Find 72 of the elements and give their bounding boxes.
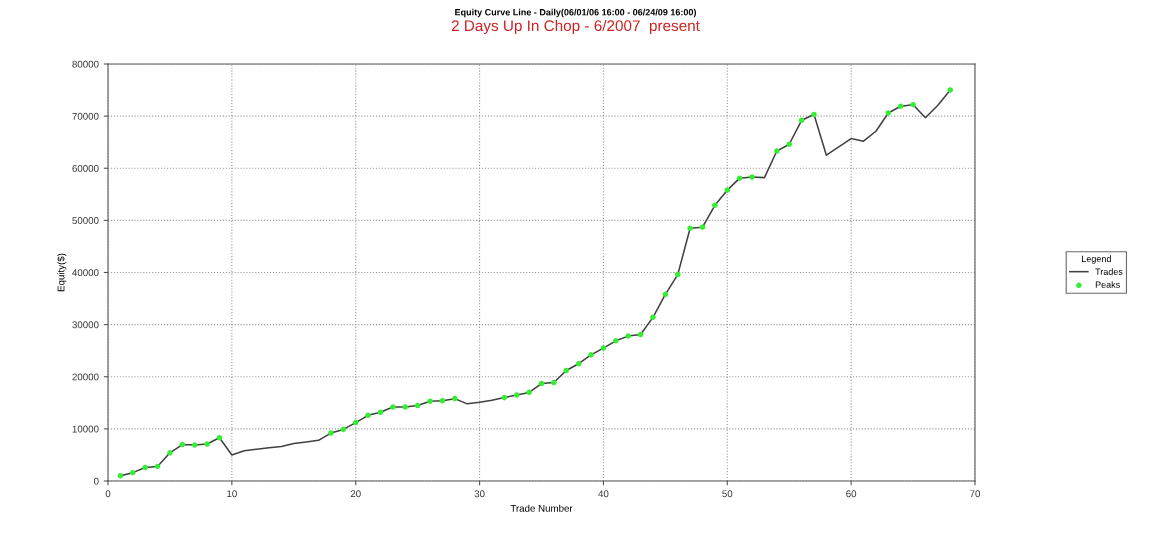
x-tick-label: 10 (227, 490, 237, 498)
point (204, 441, 210, 447)
x-tick-label: 30 (474, 490, 485, 498)
point (637, 331, 644, 338)
point (365, 412, 371, 419)
point (588, 352, 594, 358)
x-tick-label: 50 (722, 490, 733, 498)
point (352, 419, 359, 426)
y-tick-label: 0 (93, 477, 99, 485)
point (749, 174, 755, 180)
point (650, 314, 656, 321)
point (414, 402, 421, 409)
point (340, 426, 347, 433)
point (551, 379, 557, 386)
y-tick-label: 80000 (72, 60, 99, 68)
point (625, 333, 631, 339)
point (910, 101, 916, 108)
x-axis-title: Trade Number (510, 504, 573, 512)
point (501, 394, 508, 401)
point (390, 404, 396, 410)
point (662, 291, 669, 298)
legend-label: Trades (1095, 268, 1123, 275)
point (736, 175, 743, 181)
point (712, 202, 718, 209)
x-tick-label: 0 (105, 490, 111, 498)
x-tick-label: 40 (598, 490, 609, 498)
point (600, 345, 607, 351)
point (786, 141, 792, 148)
chart-subtitle: 2 Days Up In Chop - 6/2007 present (451, 19, 700, 35)
x-tick-label: 20 (350, 490, 361, 498)
point (439, 397, 446, 404)
y-tick-label: 20000 (72, 373, 99, 381)
point (167, 450, 173, 456)
point (947, 87, 954, 93)
point (575, 360, 582, 367)
y-tick-label: 60000 (72, 164, 99, 172)
point (724, 187, 731, 193)
point (129, 469, 136, 476)
point (563, 367, 570, 374)
legend-label: Peaks (1095, 281, 1120, 288)
y-tick-label: 10000 (72, 425, 99, 433)
x-tick-label: 70 (970, 490, 981, 498)
point (798, 117, 805, 124)
point (142, 464, 148, 471)
y-tick-label: 40000 (72, 269, 99, 277)
point (687, 225, 693, 231)
point (774, 148, 780, 154)
y-tick-label: 50000 (72, 217, 99, 224)
point (117, 473, 124, 479)
point (154, 463, 161, 470)
point (216, 434, 223, 441)
y-axis-title: Equity($) (57, 253, 67, 292)
point (526, 389, 532, 396)
y-tick-label: 70000 (72, 112, 99, 120)
point (452, 395, 458, 402)
point (179, 441, 186, 448)
point (885, 110, 892, 116)
point (377, 409, 384, 415)
point (613, 338, 619, 344)
point (811, 111, 817, 118)
chart-title: Equity Curve Line - Daily(06/01/06 16:00 - 06/24/09 16:00) (455, 8, 696, 18)
y-tick-label: 30000 (72, 321, 99, 329)
point (674, 271, 681, 278)
point (402, 404, 409, 410)
point (328, 430, 334, 436)
legend-title: Legend (1082, 255, 1111, 264)
x-tick-label: 60 (846, 490, 857, 498)
point (427, 398, 433, 405)
point (513, 392, 520, 398)
point (897, 103, 904, 109)
point (699, 224, 706, 230)
point (191, 442, 198, 448)
